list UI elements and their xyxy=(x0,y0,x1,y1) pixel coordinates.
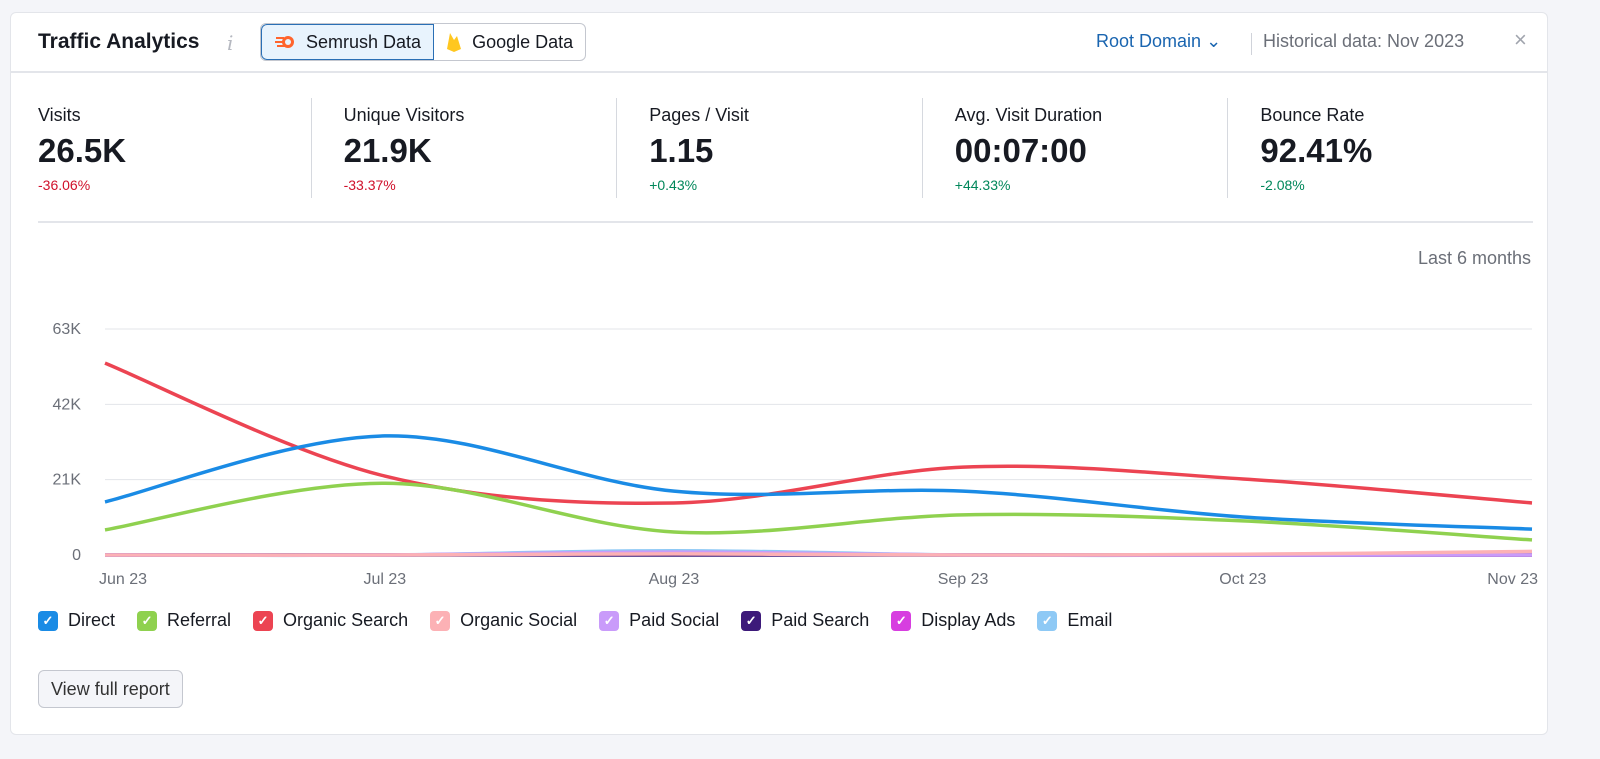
y-tick-label: 0 xyxy=(72,547,81,564)
x-tick-label: Aug 23 xyxy=(649,571,700,588)
x-tick-label: Jun 23 xyxy=(99,571,147,588)
metric-delta: -33.37% xyxy=(343,177,396,193)
y-tick-label: 21K xyxy=(53,472,82,489)
checkbox-checked-icon[interactable]: ✓ xyxy=(1037,610,1058,631)
info-icon[interactable]: i xyxy=(227,31,234,55)
metric-label: Avg. Visit Duration xyxy=(954,105,1103,125)
checkbox-checked-icon[interactable]: ✓ xyxy=(891,610,912,631)
checkbox-checked-icon[interactable]: ✓ xyxy=(137,610,158,631)
metric-label: Pages / Visit xyxy=(649,105,749,125)
metric-label: Bounce Rate xyxy=(1260,105,1365,125)
metric-pages-visit: Pages / Visit 1.15 +0.43% xyxy=(616,98,922,198)
checkbox-checked-icon[interactable]: ✓ xyxy=(38,610,58,631)
metric-visits: Visits 26.5K -36.06% xyxy=(38,98,311,198)
x-tick-label: Jul 23 xyxy=(363,571,406,588)
period-label: Last 6 months xyxy=(1417,248,1531,268)
metric-value: 26.5K xyxy=(38,132,127,169)
view-full-report-button[interactable]: View full report xyxy=(38,670,183,708)
series-line-direct xyxy=(104,434,1533,531)
metric-value: 21.9K xyxy=(343,132,432,169)
legend-item-email[interactable]: ✓ Email xyxy=(1037,610,1112,631)
y-tick-label: 63K xyxy=(53,321,82,338)
tab-label: Semrush Data xyxy=(306,31,422,52)
series-line-referral xyxy=(104,481,1533,542)
dropdown-label: Root Domain xyxy=(1096,31,1202,51)
legend-label: Organic Search xyxy=(283,610,409,630)
x-tick-label: Oct 23 xyxy=(1219,571,1266,588)
checkbox-checked-icon[interactable]: ✓ xyxy=(253,610,274,631)
legend-item-organic-search[interactable]: ✓ Organic Search xyxy=(253,610,408,631)
legend-label: Paid Search xyxy=(771,610,870,630)
legend-item-display-ads[interactable]: ✓ Display Ads xyxy=(891,610,1015,631)
metric-delta: -36.06% xyxy=(38,177,91,193)
legend-label: Paid Social xyxy=(629,610,720,630)
historical-data: Historical data: Nov 2023 xyxy=(1263,31,1465,51)
legend-item-paid-search[interactable]: ✓ Paid Search xyxy=(741,610,869,631)
card-header: Traffic Analytics i Semrush Data Google … xyxy=(11,13,1547,73)
legend-item-referral[interactable]: ✓ Referral xyxy=(137,610,231,631)
series-line-organic-social xyxy=(104,549,1533,557)
legend-label: Referral xyxy=(167,610,232,630)
metric-delta: -2.08% xyxy=(1260,177,1305,193)
metric-delta: +44.33% xyxy=(954,177,1011,193)
metric-avg-visit-duration: Avg. Visit Duration 00:07:00 +44.33% xyxy=(921,98,1228,198)
metric-delta: +0.43% xyxy=(649,177,698,193)
tab-label: Google Data xyxy=(472,31,574,52)
traffic-chart: 0 21K 42K 63K Jun 23 Jul 23 Aug 23 Sep 23 Oct 23… xyxy=(53,321,1539,588)
series-line-organic-search xyxy=(104,361,1533,505)
x-tick-label: Sep 23 xyxy=(938,571,989,588)
chevron-down-icon: ⌄ xyxy=(1206,31,1222,51)
chart-legend: ✓ Direct ✓ Referral ✓ Organic Search ✓ Organic … xyxy=(38,610,1112,631)
card-title: Traffic Analytics xyxy=(38,30,200,53)
data-source-toggle: Semrush Data Google Data xyxy=(260,23,587,61)
tab-google-data[interactable]: Google Data xyxy=(434,24,585,60)
metric-unique-visitors: Unique Visitors 21.9K -33.37% xyxy=(310,98,617,198)
tab-semrush-data[interactable]: Semrush Data xyxy=(261,24,435,60)
metric-label: Unique Visitors xyxy=(343,105,465,125)
metric-bounce-rate: Bounce Rate 92.41% -2.08% xyxy=(1227,98,1533,198)
checkbox-checked-icon[interactable]: ✓ xyxy=(430,610,451,631)
firebase-logo-icon xyxy=(447,33,462,52)
checkbox-checked-icon[interactable]: ✓ xyxy=(599,610,620,631)
legend-label: Organic Social xyxy=(460,610,578,630)
legend-item-organic-social[interactable]: ✓ Organic Social xyxy=(430,610,577,631)
legend-label: Display Ads xyxy=(921,610,1016,630)
semrush-logo-icon xyxy=(275,36,294,48)
legend-item-paid-social[interactable]: ✓ Paid Social xyxy=(599,610,719,631)
legend-label: Direct xyxy=(68,610,116,630)
close-icon[interactable]: × xyxy=(1514,27,1527,52)
y-tick-label: 42K xyxy=(53,396,82,413)
metric-value: 1.15 xyxy=(649,132,714,169)
root-domain-dropdown[interactable]: Root Domain ⌄ xyxy=(1096,31,1221,52)
metric-value: 92.41% xyxy=(1260,132,1373,169)
metric-label: Visits xyxy=(38,105,81,125)
traffic-analytics-card: Traffic Analytics i Semrush Data Google … xyxy=(10,12,1548,735)
metric-value: 00:07:00 xyxy=(954,132,1087,169)
metrics-row: Visits 26.5K -36.06% Unique Visitors 21.9K -3… xyxy=(38,98,1533,223)
x-tick-label: Nov 23 xyxy=(1487,571,1538,588)
legend-label: Email xyxy=(1067,610,1113,630)
legend-item-direct[interactable]: ✓ Direct xyxy=(38,610,115,631)
checkbox-checked-icon[interactable]: ✓ xyxy=(741,610,762,631)
divider xyxy=(1251,33,1252,55)
